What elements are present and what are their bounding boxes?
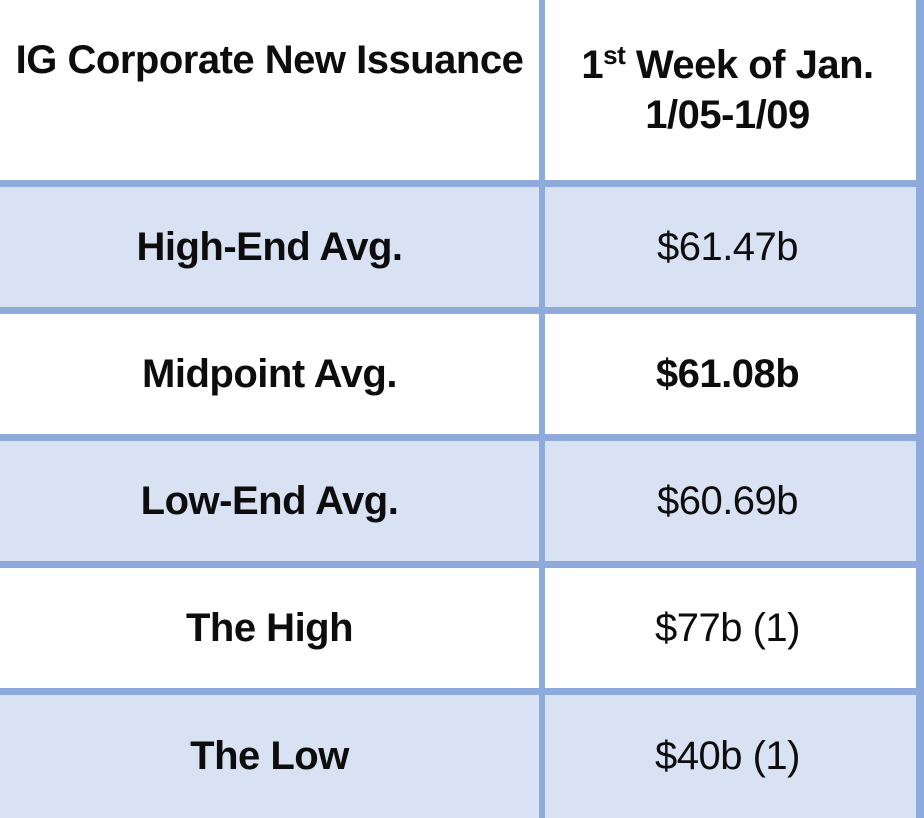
header-row: IG Corporate New Issuance 1st Week of Ja… xyxy=(0,0,924,180)
table-row: Midpoint Avg. $61.08b xyxy=(0,314,924,434)
header-cell-period: 1st Week of Jan. 1/05-1/09 xyxy=(539,0,924,180)
row-separator xyxy=(0,688,924,695)
header-title: IG Corporate New Issuance xyxy=(15,38,524,82)
row-value: $40b (1) xyxy=(655,734,800,778)
period-superscript: st xyxy=(603,40,626,70)
row-separator xyxy=(0,307,924,314)
table-row: Low-End Avg. $60.69b xyxy=(0,441,924,561)
row-value: $61.08b xyxy=(655,351,800,396)
table-row: The High $77b (1) xyxy=(0,568,924,688)
table-row: The Low $40b (1) xyxy=(0,695,924,818)
period-prefix: 1 xyxy=(581,43,604,87)
period-line1-rest: Week of Jan. xyxy=(625,43,874,87)
row-separator xyxy=(0,180,924,187)
row-label: The Low xyxy=(190,734,349,778)
table-right-border xyxy=(916,0,924,818)
row-separator xyxy=(0,434,924,441)
column-divider xyxy=(539,0,545,818)
row-value: $60.69b xyxy=(656,478,799,523)
row-separator xyxy=(0,561,924,568)
row-value: $77b (1) xyxy=(655,605,800,650)
row-label: High-End Avg. xyxy=(136,224,403,269)
row-label: The High xyxy=(185,605,354,650)
header-period-line2: 1/05-1/09 xyxy=(645,93,810,137)
header-cell-metric: IG Corporate New Issuance xyxy=(0,0,539,180)
row-value: $61.47b xyxy=(656,224,799,269)
row-label: Low-End Avg. xyxy=(140,478,399,523)
row-label: Midpoint Avg. xyxy=(142,351,397,396)
header-period-line1: 1st Week of Jan. xyxy=(581,40,874,92)
table-row: High-End Avg. $61.47b xyxy=(0,187,924,307)
